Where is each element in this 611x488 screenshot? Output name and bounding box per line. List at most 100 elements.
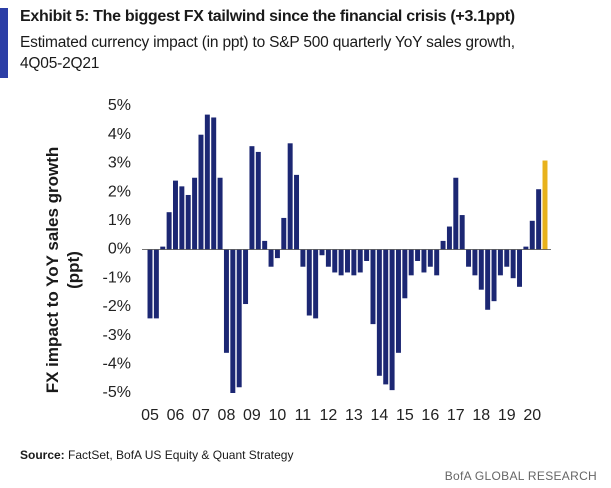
bar — [236, 249, 242, 388]
bar — [542, 160, 548, 250]
bar — [357, 249, 363, 273]
bar — [243, 249, 249, 305]
bar — [281, 217, 287, 250]
y-tick-label: 1% — [108, 212, 131, 229]
x-tick-label: 14 — [370, 407, 388, 424]
bar — [230, 249, 236, 393]
y-tick-label: 4% — [108, 126, 131, 143]
bar — [510, 249, 516, 279]
bar — [376, 249, 382, 376]
bar — [313, 249, 319, 319]
y-tick-label: -5% — [103, 384, 131, 401]
x-tick-label: 12 — [319, 407, 337, 424]
bar — [497, 249, 503, 276]
bar — [262, 240, 268, 250]
source-text: FactSet, BofA US Equity & Quant Strategy — [68, 448, 294, 462]
bar — [478, 249, 484, 290]
x-tick-label: 09 — [243, 407, 261, 424]
bar — [172, 180, 178, 250]
bar — [440, 240, 446, 250]
x-tick-label: 18 — [472, 407, 490, 424]
source: Source: FactSet, BofA US Equity & Quant … — [20, 448, 293, 462]
bar — [306, 249, 312, 316]
bar — [415, 249, 421, 261]
bar — [274, 249, 280, 259]
bar — [395, 249, 401, 353]
bar — [446, 226, 452, 250]
y-tick-label: 0% — [108, 241, 131, 258]
source-label: Source: — [20, 448, 65, 462]
bar — [287, 143, 293, 250]
y-tick-label: 5% — [108, 97, 131, 114]
x-tick-label: 08 — [218, 407, 236, 424]
bar — [517, 249, 523, 287]
bar — [536, 189, 542, 250]
bar — [192, 177, 198, 250]
bar — [166, 212, 172, 250]
x-tick-label: 07 — [192, 407, 210, 424]
y-tick-label: -1% — [103, 269, 131, 286]
x-tick-label: 20 — [523, 407, 541, 424]
y-tick-label: 2% — [108, 183, 131, 200]
bar — [179, 186, 185, 250]
bar — [255, 151, 261, 250]
bar — [147, 249, 153, 319]
bar — [434, 249, 440, 276]
y-tick-label: -2% — [103, 298, 131, 315]
accent-bar — [0, 8, 8, 78]
x-tick-label: 05 — [141, 407, 159, 424]
y-tick-label: 3% — [108, 155, 131, 172]
bar — [364, 249, 370, 261]
bar — [491, 249, 497, 302]
bar — [332, 249, 338, 273]
bar — [294, 174, 300, 250]
bar — [198, 134, 204, 250]
x-tick-label: 10 — [269, 407, 287, 424]
x-tick-label: 16 — [421, 407, 439, 424]
bar — [529, 220, 535, 250]
bar — [268, 249, 274, 267]
bar — [459, 215, 465, 250]
y-axis-label: FX impact to YoY sales growth (ppt) — [43, 146, 83, 394]
bar — [370, 249, 376, 325]
brand: BofA GLOBAL RESEARCH — [444, 469, 597, 483]
bar — [389, 249, 395, 391]
bar — [204, 114, 210, 250]
bar — [223, 249, 229, 353]
bar — [211, 117, 217, 250]
bar — [185, 194, 191, 250]
bar — [325, 249, 331, 267]
bar — [485, 249, 491, 310]
bar — [504, 249, 510, 267]
bar — [402, 249, 408, 299]
bar — [472, 249, 478, 276]
x-tick-label: 11 — [295, 407, 312, 424]
bar — [421, 249, 427, 273]
y-tick-label: -3% — [103, 327, 131, 344]
bar — [217, 177, 223, 250]
bar — [249, 146, 255, 250]
bar — [453, 177, 459, 250]
bar — [427, 249, 433, 267]
x-tick-label: 13 — [345, 407, 363, 424]
bar — [160, 246, 166, 250]
x-tick-label: 17 — [447, 407, 465, 424]
bar — [345, 249, 350, 273]
bar — [523, 246, 529, 250]
bar — [338, 249, 344, 276]
y-tick-label: -4% — [103, 356, 131, 373]
bar — [408, 249, 414, 276]
bar — [153, 249, 159, 319]
chart-subtitle: Estimated currency impact (in ppt) to S&… — [20, 34, 515, 72]
bar — [300, 249, 306, 267]
bar — [319, 249, 325, 256]
x-tick-label: 19 — [498, 407, 516, 424]
x-tick-label: 06 — [167, 407, 185, 424]
bar — [383, 249, 389, 385]
bar — [351, 249, 357, 276]
chart-title: Exhibit 5: The biggest FX tailwind since… — [20, 8, 515, 25]
bar — [466, 249, 472, 267]
x-tick-label: 15 — [396, 407, 414, 424]
